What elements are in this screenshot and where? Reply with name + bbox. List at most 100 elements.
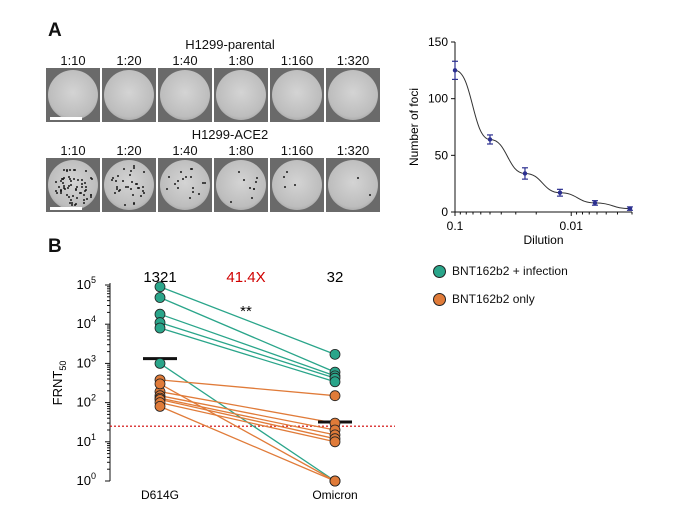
focus-dot <box>132 193 135 196</box>
focus-dot <box>70 198 73 201</box>
y-tick-label: 103 <box>77 353 96 370</box>
focus-dot <box>89 176 92 179</box>
scale-bar <box>50 117 82 120</box>
well-image <box>102 68 156 122</box>
focus-dot <box>177 180 180 183</box>
pair-line <box>159 401 336 443</box>
focus-dot <box>85 188 88 191</box>
data-point <box>329 390 341 402</box>
focus-dot <box>203 181 206 184</box>
focus-dot <box>198 193 201 196</box>
focus-dot <box>237 171 240 174</box>
focus-dot <box>119 189 122 192</box>
focus-dot <box>113 192 116 195</box>
pair-line <box>159 296 336 373</box>
data-point <box>592 200 598 206</box>
focus-dot <box>130 169 133 172</box>
focus-dot <box>242 178 245 181</box>
focus-dot <box>114 179 117 182</box>
dilution-label: 1:80 <box>228 53 254 68</box>
well-image <box>102 158 156 212</box>
focus-dot <box>189 167 192 170</box>
focus-dot <box>63 186 66 189</box>
well-image <box>158 158 212 212</box>
y-tick-label: 100 <box>428 92 448 106</box>
focus-dot <box>357 176 360 179</box>
focus-dot <box>167 175 170 178</box>
well-image <box>46 158 100 212</box>
focus-dot <box>69 202 72 205</box>
data-point <box>627 206 633 211</box>
focus-dot <box>255 180 258 183</box>
dilution-label: 1:40 <box>172 53 198 68</box>
dilution-label: 1:160 <box>280 53 314 68</box>
legend-label-infection: BNT162b2 + infection <box>452 264 568 278</box>
focus-dot <box>142 185 145 188</box>
focus-dot <box>132 203 135 206</box>
focus-dot <box>136 182 139 185</box>
significance-label: ** <box>240 303 252 320</box>
data-point <box>154 292 166 303</box>
focus-dot <box>180 170 183 173</box>
data-point <box>154 281 166 293</box>
focus-dot <box>165 188 168 191</box>
focus-dot <box>89 194 92 197</box>
focus-dot <box>74 188 77 191</box>
focus-dot <box>176 187 179 190</box>
focus-dot <box>133 165 136 168</box>
well-plate <box>48 160 98 210</box>
frnt50-scatter-chart: 100 101 102 103 104 105 FRNT50 D614G Omicron 1321… <box>50 269 395 502</box>
pair-line <box>159 383 336 482</box>
dilution-label: 1:10 <box>60 53 86 68</box>
well-plate <box>160 160 210 210</box>
well-plate <box>272 70 322 120</box>
focus-dot <box>83 189 86 192</box>
data-point <box>154 322 166 334</box>
y-tick-label: 100 <box>77 471 96 488</box>
focus-dot <box>121 179 124 182</box>
data-point <box>452 68 458 73</box>
well-plate <box>328 160 378 210</box>
dilution-label: 1:320 <box>336 143 370 158</box>
focus-dot <box>80 191 83 194</box>
focus-dot <box>62 177 65 180</box>
focus-dot <box>182 177 185 180</box>
focus-dot <box>69 177 72 180</box>
y-tick-label: 102 <box>77 393 96 410</box>
pair-line <box>159 286 336 355</box>
focus-dot <box>81 182 84 185</box>
focus-dot <box>69 180 72 183</box>
well-plate <box>104 70 154 120</box>
focus-dot <box>66 170 69 173</box>
focus-dot <box>369 194 372 197</box>
pair-line <box>159 405 336 482</box>
focus-dot <box>72 168 75 171</box>
focus-dot <box>62 181 64 184</box>
data-point <box>329 475 341 487</box>
focus-dot <box>70 183 73 186</box>
well-image <box>326 68 380 122</box>
row-title-parental: H1299-parental <box>185 37 275 52</box>
focus-dot <box>70 204 73 207</box>
focus-dot <box>58 185 61 188</box>
focus-dot <box>83 199 85 202</box>
focus-dot <box>127 185 130 188</box>
focus-dot <box>65 194 68 197</box>
focus-dot <box>77 178 80 181</box>
focus-dot <box>286 170 289 173</box>
focus-dot <box>284 186 287 189</box>
pair-line <box>159 391 336 424</box>
focus-dot <box>137 186 140 189</box>
well-plate <box>216 70 266 120</box>
focus-dot <box>142 190 145 193</box>
focus-dot <box>112 177 115 180</box>
focus-dot <box>123 203 126 206</box>
focus-dot <box>85 169 88 172</box>
well-plate <box>272 160 322 210</box>
focus-dot <box>201 181 204 184</box>
dilution-label: 1:80 <box>228 143 254 158</box>
focus-dot <box>190 175 193 178</box>
focus-dot <box>68 175 70 178</box>
pair-line <box>159 379 336 397</box>
focus-dot <box>116 174 119 177</box>
